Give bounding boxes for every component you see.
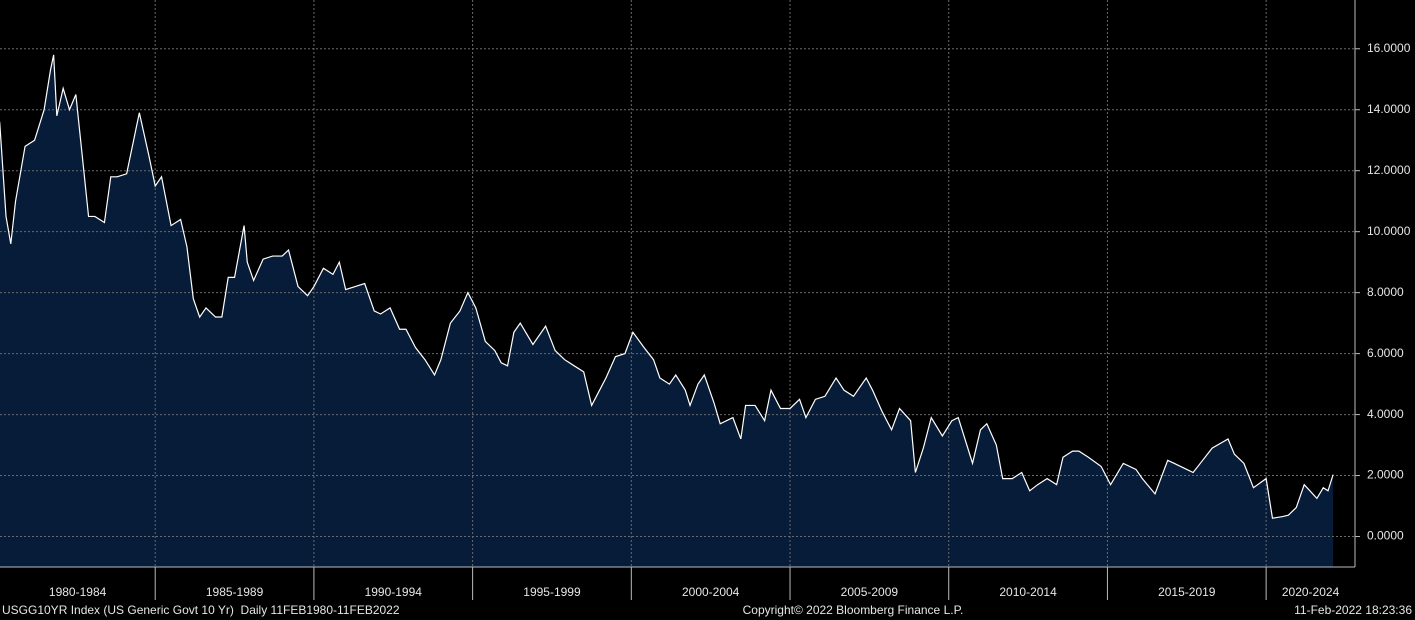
y-tick-label: 8.0000: [1367, 285, 1404, 299]
x-tick-label: 2000-2004: [682, 585, 740, 599]
y-tick-label: 12.0000: [1367, 163, 1411, 177]
y-tick-label: 2.0000: [1367, 468, 1404, 482]
copyright: Copyright© 2022 Bloomberg Finance L.P.: [743, 603, 964, 617]
y-tick-label: 6.0000: [1367, 346, 1404, 360]
x-tick-label: 2010-2014: [999, 585, 1057, 599]
y-tick-label: 16.0000: [1367, 41, 1411, 55]
y-tick-label: 14.0000: [1367, 102, 1411, 116]
y-tick-label: 4.0000: [1367, 407, 1404, 421]
chart-title: USGG10YR Index (US Generic Govt 10 Yr) D…: [2, 603, 400, 617]
timestamp: 11-Feb-2022 18:23:36: [1294, 603, 1412, 617]
x-tick-label: 1995-1999: [523, 585, 581, 599]
y-tick-label: 10.0000: [1367, 224, 1411, 238]
area: [0, 54, 1334, 567]
x-tick-label: 1990-1994: [365, 585, 423, 599]
x-tick-label: 1980-1984: [49, 585, 107, 599]
x-tick-label: 2005-2009: [841, 585, 899, 599]
x-tick-label: 1985-1989: [206, 585, 264, 599]
line: [0, 54, 1334, 519]
x-tick-label: 2015-2019: [1158, 585, 1216, 599]
y-tick-label: 0.0000: [1367, 529, 1404, 543]
x-tick-label: 2020-2024: [1282, 585, 1340, 599]
